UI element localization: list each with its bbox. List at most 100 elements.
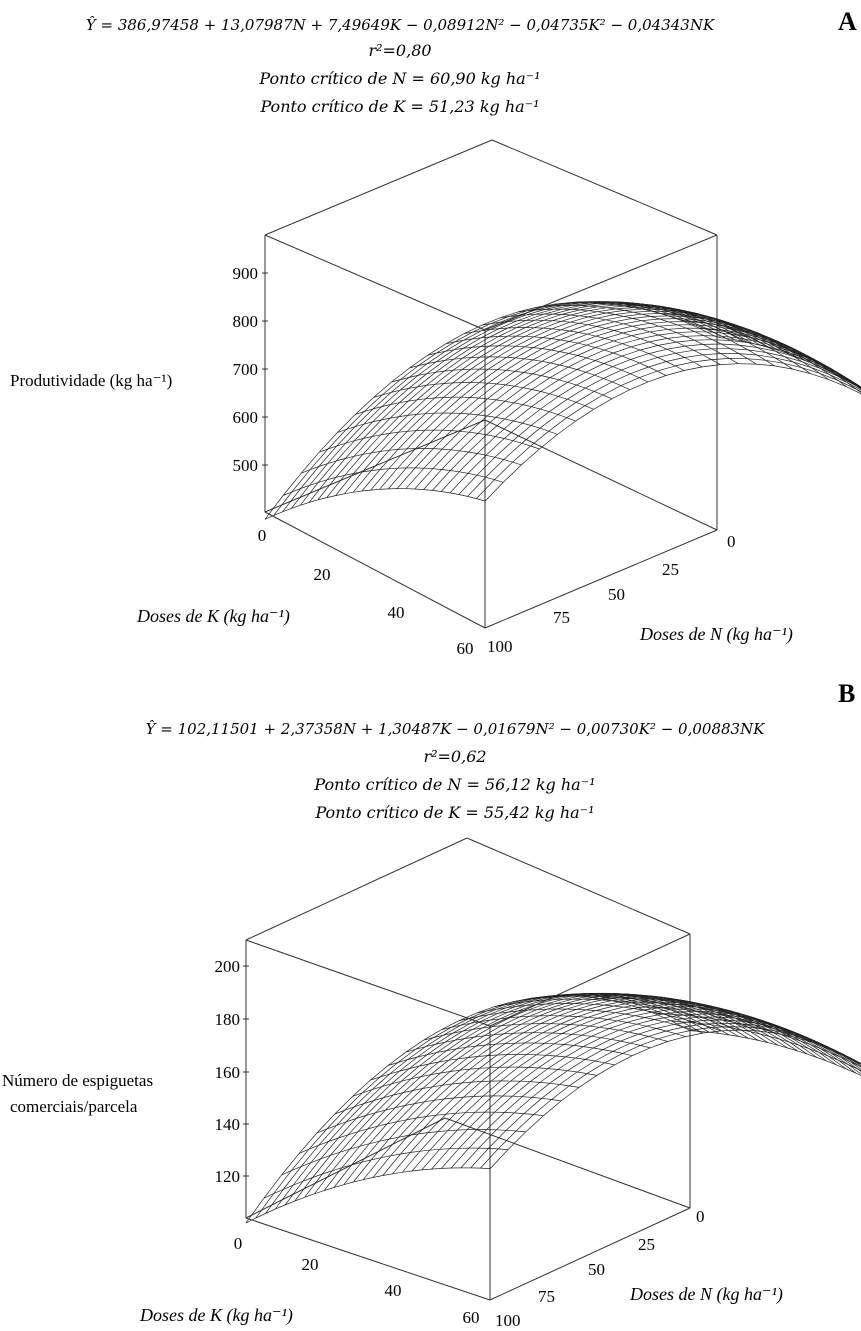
surface-grid-line (445, 1112, 456, 1115)
surface-grid-line (499, 315, 518, 323)
surface-grid-line (622, 343, 632, 348)
surface-grid-line (480, 1019, 491, 1022)
surface-grid-line (594, 366, 613, 376)
surface-grid-line (588, 992, 607, 995)
surface-grid-line (465, 1095, 484, 1113)
surface-grid-line (347, 1115, 367, 1136)
surface-grid-line (647, 997, 666, 999)
n-axis-a: 0 25 50 75 100 Doses de N (kg ha⁻¹) (487, 532, 793, 656)
surface-grid-line (609, 1022, 628, 1029)
surface-grid-line (363, 419, 382, 439)
surface-grid-line (372, 1155, 391, 1178)
surface-grid-line (722, 322, 742, 328)
surface-grid-line (762, 1024, 781, 1029)
surface-grid-line (658, 332, 677, 336)
surface-grid-line (538, 1055, 557, 1069)
surface-grid-line (499, 1017, 510, 1020)
surface-grid-line (595, 340, 614, 348)
surface-grid-line (803, 354, 822, 364)
surface-grid-line (561, 993, 580, 997)
surface-grid-line (623, 315, 633, 319)
surface-grid-line (397, 1049, 416, 1063)
surface-grid-line (493, 1033, 504, 1036)
surface-grid-line (532, 1023, 551, 1034)
surface-grid-line (605, 1006, 624, 1012)
surface-grid-line (734, 1017, 753, 1027)
surface-grid-line (622, 1053, 633, 1057)
surface-grid-line (676, 1002, 695, 1005)
surface-grid-line (604, 1053, 623, 1064)
surface-grid-line (379, 1138, 390, 1142)
surface-grid-line (747, 358, 757, 365)
surface-grid-line (505, 1113, 525, 1131)
surface-grid-line (443, 382, 453, 384)
surface-grid-line (630, 366, 649, 375)
n-tick-label: 75 (553, 608, 570, 627)
surface-grid-line (735, 1017, 754, 1022)
surface-grid-line (479, 1054, 498, 1069)
surface-grid-line (284, 1200, 295, 1206)
box-edge (466, 837, 691, 935)
surface-grid-line (362, 1157, 382, 1180)
z-tick-label: 600 (233, 408, 259, 427)
surface-grid-line (603, 369, 622, 379)
surface-grid-line (353, 490, 362, 493)
z-axis-title-b-line2: comerciais/parcela (10, 1097, 138, 1116)
surface-grid-line (530, 425, 541, 429)
surface-grid-line (458, 1057, 469, 1060)
surface-grid-line (721, 1008, 740, 1014)
surface-grid-line (784, 350, 803, 358)
surface-grid-line (522, 1023, 541, 1034)
surface-grid-line (807, 1038, 827, 1047)
surface-grid-line (506, 346, 525, 358)
surface-grid-line (322, 1170, 333, 1175)
surface-grid-line (675, 1029, 694, 1035)
surface-grid-line (379, 468, 389, 470)
surface-grid-line (519, 1015, 530, 1018)
surface-grid-line (318, 460, 337, 483)
surface-grid-line (421, 1149, 440, 1171)
surface-grid-line (612, 359, 631, 367)
surface-grid-line (444, 1039, 455, 1043)
surface-grid-line (675, 1033, 686, 1037)
surface-grid-line (539, 414, 559, 429)
surface-grid-line (713, 1008, 732, 1013)
surface-grid-line (433, 448, 443, 450)
surface-grid-line (847, 1064, 861, 1075)
surface-grid-line (435, 349, 455, 363)
surface-grid-line (614, 330, 623, 334)
surface-grid-line (801, 367, 821, 374)
surface-grid-line (476, 498, 486, 502)
surface-grid-line (535, 308, 554, 315)
surface-grid-line (442, 448, 451, 451)
surface-grid-line (664, 1013, 683, 1023)
surface-grid-line (830, 1052, 849, 1065)
surface-grid-line (756, 354, 766, 361)
surface-grid-line (771, 1031, 790, 1043)
surface-grid-line (594, 1003, 604, 1006)
surface-grid-line (472, 1027, 483, 1030)
surface-grid-line (622, 332, 632, 337)
surface-grid-line (561, 320, 571, 323)
surface-grid-line (308, 1128, 328, 1150)
surface-grid-line (504, 1096, 523, 1113)
surface-grid-line (543, 320, 562, 329)
n-tick-label: 25 (662, 560, 679, 579)
surface-grid-line (392, 1152, 411, 1175)
critical-k-a: Ponto crítico de K = 51,23 kg ha⁻¹ (259, 97, 539, 116)
surface-grid-line (622, 328, 642, 334)
surface-grid-line (570, 993, 589, 997)
surface-grid-line (477, 417, 497, 434)
surface-grid-line (650, 321, 669, 324)
surface-grid-line (414, 468, 434, 490)
box-edge (484, 234, 718, 331)
surface-grid-line (774, 357, 794, 363)
surface-grid-line (672, 1014, 691, 1017)
surface-grid-line (463, 338, 473, 341)
surface-grid-line (677, 318, 696, 320)
surface-grid-line (451, 430, 461, 432)
k-tick-label: 60 (463, 1308, 480, 1327)
surface-grid-line (486, 454, 495, 458)
z-axis-title-a: Produtividade (kg ha⁻¹) (10, 371, 172, 390)
surface-grid-line (769, 342, 788, 354)
